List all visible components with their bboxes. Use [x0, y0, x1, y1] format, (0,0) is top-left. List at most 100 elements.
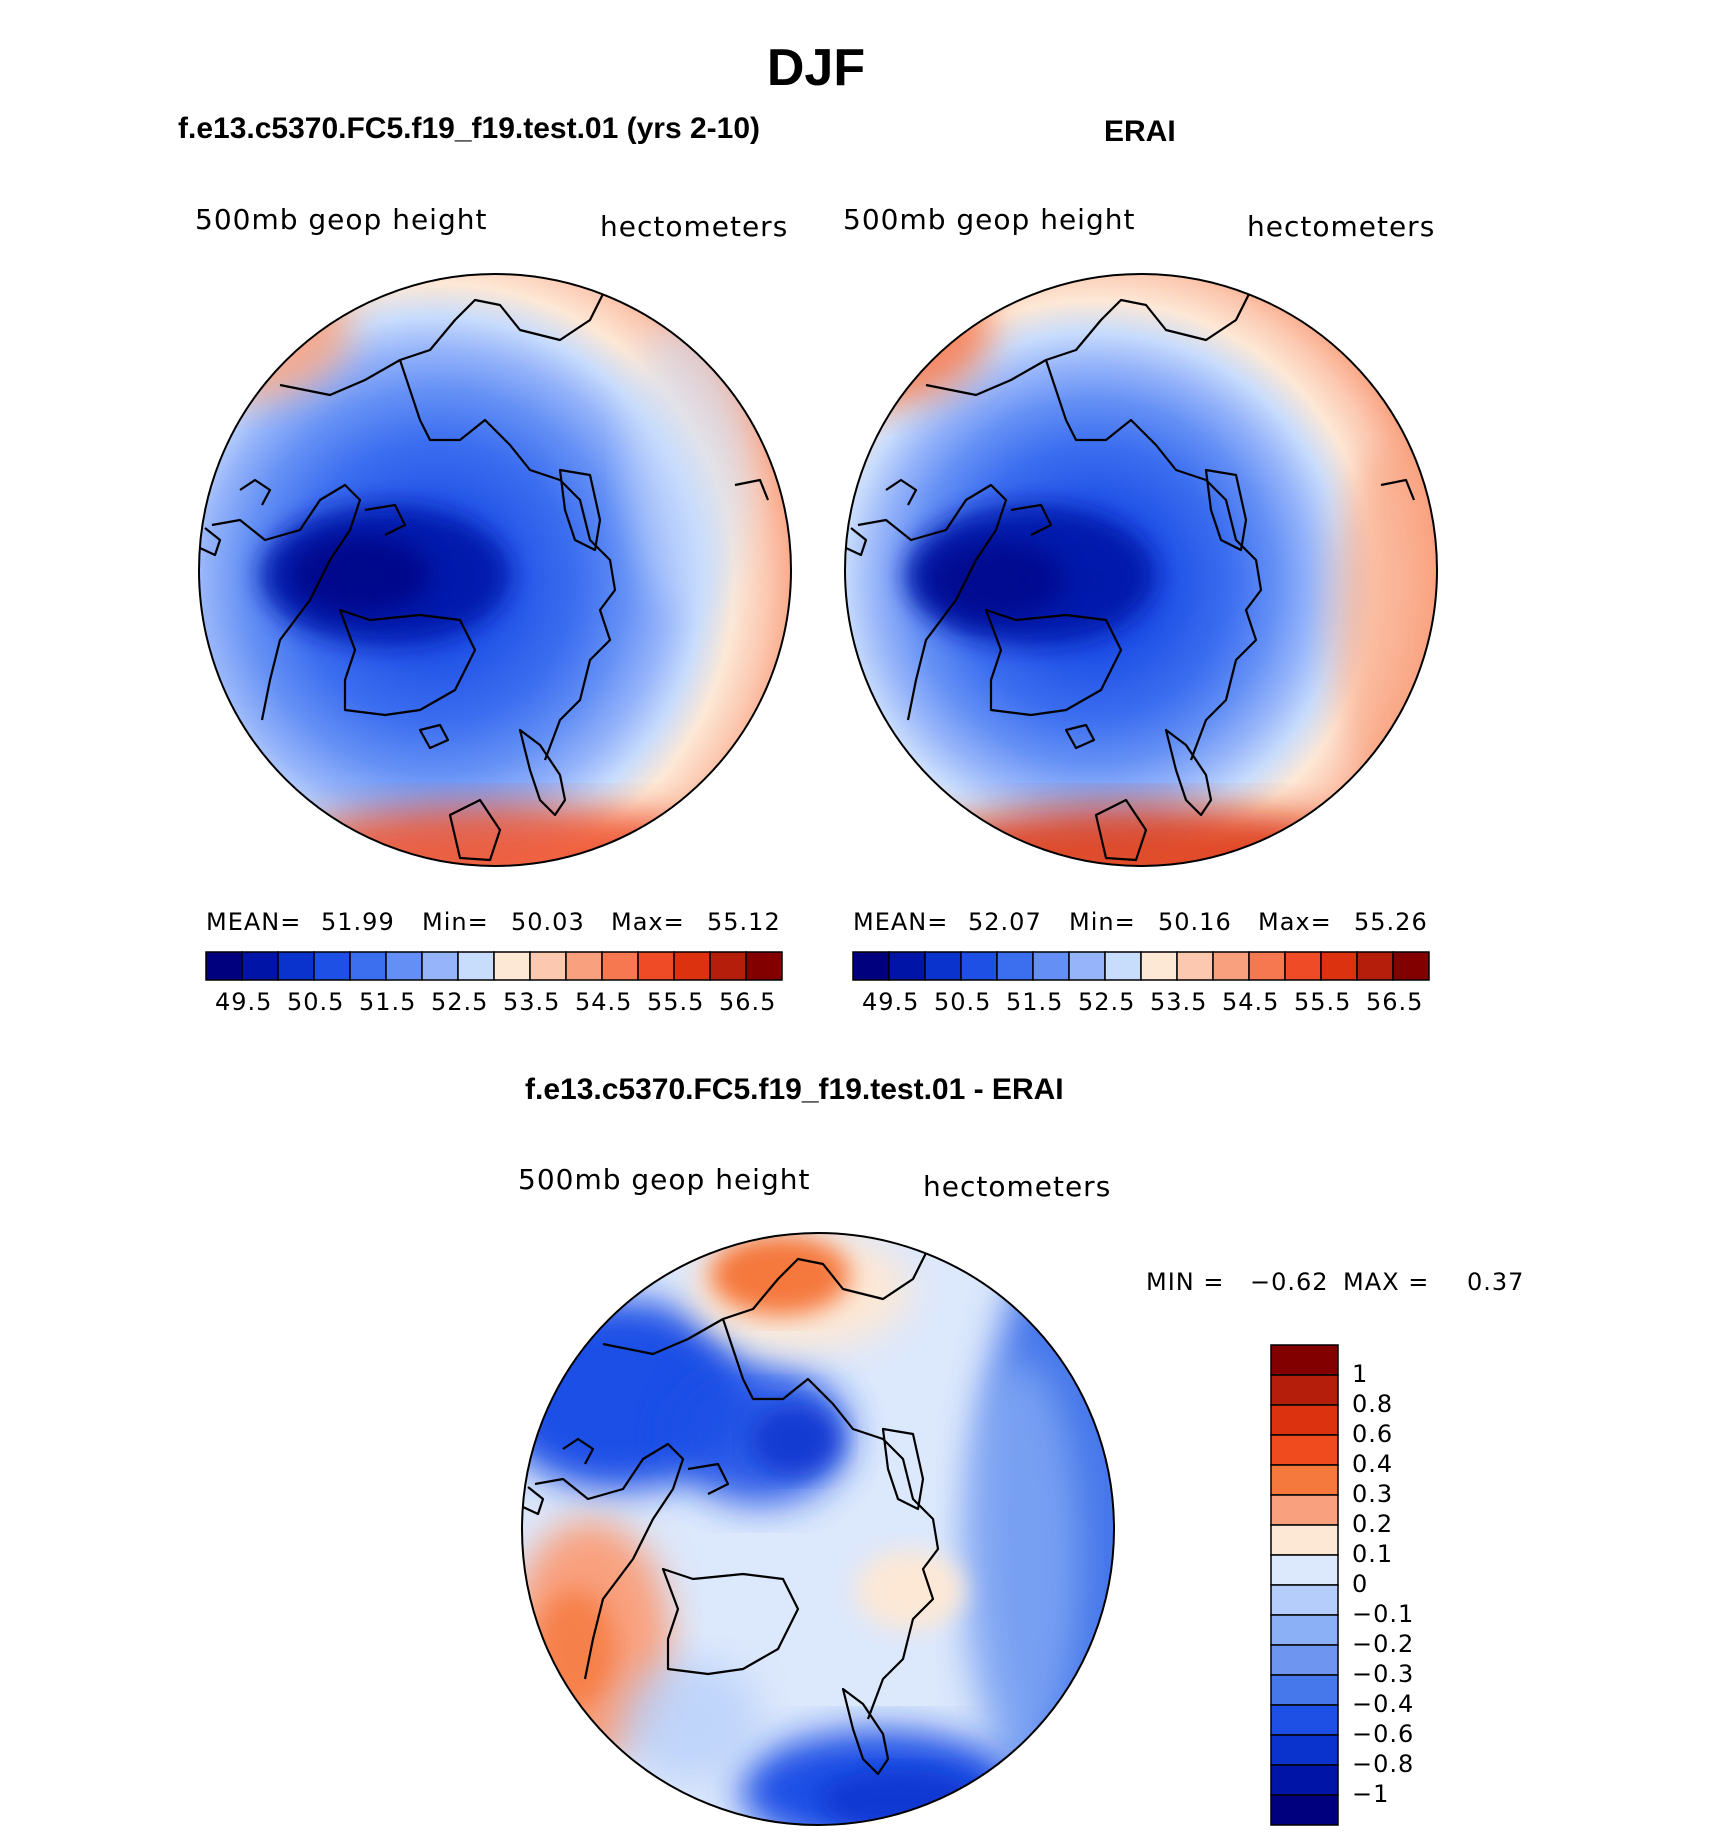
difference-colorbar-swatch — [1270, 1524, 1339, 1556]
model-colorbar-swatch — [241, 951, 279, 981]
difference-colorbar-swatch — [1270, 1614, 1339, 1646]
model-colorbar-swatch — [277, 951, 315, 981]
erai-colorbar-swatch — [1392, 951, 1430, 981]
model-colorbar-swatch — [709, 951, 747, 981]
difference-colorbar — [1270, 1344, 1339, 1826]
main-title: DJF — [766, 39, 866, 97]
diff-units-label: hectometers — [923, 1170, 1112, 1203]
difference-colorbar-swatch — [1270, 1704, 1339, 1736]
difference-colorbar-tick-label: −0.8 — [1352, 1750, 1415, 1778]
difference-colorbar-swatch — [1270, 1344, 1339, 1376]
difference-colorbar-swatch — [1270, 1764, 1339, 1796]
erai-colorbar-swatch — [1176, 951, 1214, 981]
model-colorbar-swatch — [205, 951, 243, 981]
model-colorbar-swatch — [349, 951, 387, 981]
erai-colorbar-swatch — [1248, 951, 1286, 981]
difference-colorbar-tick-label: 0.4 — [1352, 1450, 1394, 1478]
erai-colorbar-swatch — [996, 951, 1034, 981]
model-colorbar-tick-label: 54.5 — [575, 988, 633, 1016]
difference-colorbar-tick-label: 0.8 — [1352, 1390, 1394, 1418]
panel-title-erai: ERAI — [1104, 115, 1176, 148]
erai-colorbar-tick-label: 56.5 — [1366, 988, 1424, 1016]
panel1-min-value: 50.03 — [511, 908, 585, 936]
difference-colorbar-tick-label: 0.6 — [1352, 1420, 1394, 1448]
difference-colorbar-swatch — [1270, 1794, 1339, 1826]
erai-colorbar-tick-label: 55.5 — [1294, 988, 1352, 1016]
erai-colorbar-tick-label: 49.5 — [862, 988, 920, 1016]
model-coastlines — [199, 274, 770, 862]
diff-max-label: MAX = — [1343, 1268, 1430, 1296]
panel1-mean-value: 51.99 — [321, 908, 395, 936]
model-colorbar-swatch — [385, 951, 423, 981]
difference-colorbar-tick-label: −0.6 — [1352, 1720, 1415, 1748]
erai-colorbar-swatch — [852, 951, 890, 981]
diff-min-value: −0.62 — [1250, 1268, 1329, 1296]
difference-map — [522, 1233, 1114, 1825]
model-colorbar-swatch — [601, 951, 639, 981]
model-colorbar-tick-label: 51.5 — [359, 988, 417, 1016]
panel2-min-value: 50.16 — [1158, 908, 1232, 936]
erai-colorbar-swatch — [1212, 951, 1250, 981]
difference-colorbar-swatch — [1270, 1584, 1339, 1616]
difference-colorbar-tick-label: 0.3 — [1352, 1480, 1394, 1508]
model-colorbar-swatch — [673, 951, 711, 981]
diff-max-value: 0.37 — [1467, 1268, 1525, 1296]
erai-colorbar-swatch — [888, 951, 926, 981]
panel2-mean-label: MEAN= — [853, 908, 949, 936]
difference-colorbar-swatch — [1270, 1494, 1339, 1526]
model-colorbar-swatch — [421, 951, 459, 981]
difference-colorbar-tick-label: 0 — [1352, 1570, 1369, 1598]
difference-colorbar-swatch — [1270, 1464, 1339, 1496]
erai-colorbar-tick-label: 52.5 — [1078, 988, 1136, 1016]
model-map — [199, 274, 791, 866]
diff-min-label: MIN = — [1146, 1268, 1225, 1296]
panel2-units-label: hectometers — [1247, 210, 1436, 243]
difference-colorbar-tick-label: 1 — [1352, 1360, 1369, 1388]
panel1-min-label: Min= — [422, 908, 489, 936]
panel2-min-label: Min= — [1069, 908, 1136, 936]
model-colorbar-swatch — [457, 951, 495, 981]
model-colorbar-swatch — [529, 951, 567, 981]
panel1-max-label: Max= — [611, 908, 685, 936]
difference-colorbar-tick-label: 0.2 — [1352, 1510, 1394, 1538]
panel1-units-label: hectometers — [600, 210, 789, 243]
panel1-mean-label: MEAN= — [206, 908, 302, 936]
model-colorbar-tick-label: 50.5 — [287, 988, 345, 1016]
erai-colorbar — [852, 951, 1430, 981]
erai-colorbar-tick-label: 54.5 — [1222, 988, 1280, 1016]
model-colorbar-swatch — [565, 951, 603, 981]
model-colorbar-tick-label: 52.5 — [431, 988, 489, 1016]
difference-colorbar-swatch — [1270, 1674, 1339, 1706]
difference-colorbar-swatch — [1270, 1734, 1339, 1766]
difference-colorbar-swatch — [1270, 1644, 1339, 1676]
erai-colorbar-swatch — [924, 951, 962, 981]
model-colorbar-tick-label: 53.5 — [503, 988, 561, 1016]
erai-colorbar-swatch — [1356, 951, 1394, 981]
difference-coastlines — [522, 1233, 964, 1776]
erai-colorbar-swatch — [1284, 951, 1322, 981]
model-colorbar-swatch — [637, 951, 675, 981]
panel2-max-label: Max= — [1258, 908, 1332, 936]
difference-colorbar-tick-label: −0.2 — [1352, 1630, 1415, 1658]
erai-map — [845, 274, 1437, 866]
panel1-max-value: 55.12 — [707, 908, 781, 936]
panel2-variable-label: 500mb geop height — [843, 203, 1136, 236]
model-colorbar-tick-label: 49.5 — [215, 988, 273, 1016]
erai-colorbar-swatch — [960, 951, 998, 981]
model-colorbar-swatch — [493, 951, 531, 981]
erai-colorbar-swatch — [1032, 951, 1070, 981]
difference-colorbar-swatch — [1270, 1404, 1339, 1436]
model-colorbar-tick-label: 56.5 — [719, 988, 777, 1016]
difference-colorbar-tick-label: −0.3 — [1352, 1660, 1415, 1688]
difference-colorbar-tick-label: −0.1 — [1352, 1600, 1415, 1628]
model-map-boundary — [198, 273, 792, 867]
erai-colorbar-tick-label: 53.5 — [1150, 988, 1208, 1016]
erai-colorbar-tick-label: 50.5 — [934, 988, 992, 1016]
erai-map-boundary — [844, 273, 1438, 867]
model-colorbar — [205, 951, 783, 981]
erai-colorbar-swatch — [1104, 951, 1142, 981]
panel2-max-value: 55.26 — [1354, 908, 1428, 936]
erai-colorbar-tick-label: 51.5 — [1006, 988, 1064, 1016]
erai-colorbar-swatch — [1068, 951, 1106, 981]
